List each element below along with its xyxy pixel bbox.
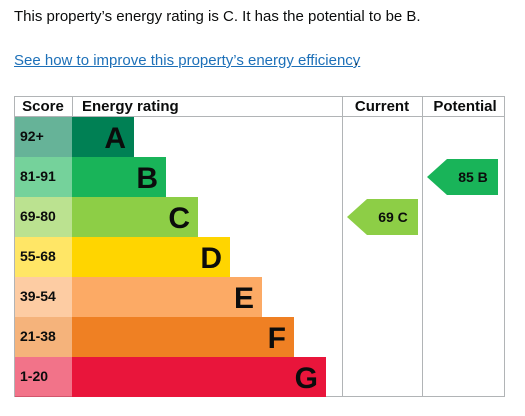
band-letter: G [295, 362, 318, 395]
band-bar [72, 157, 166, 197]
band-a: 92+ A [15, 117, 134, 157]
band-letter: B [136, 162, 158, 195]
band-letter: D [200, 242, 222, 275]
band-letter: C [168, 202, 190, 235]
band-bar [72, 317, 294, 357]
link-suffix: . [354, 52, 359, 69]
band-score-cell [15, 357, 73, 397]
energy-rating-summary: This property’s energy rating is C. It h… [14, 8, 421, 25]
band-g: 1-20 G [15, 357, 326, 397]
band-e: 39-54 E [15, 277, 262, 317]
rating-indicators: 69 C 85 B [347, 159, 498, 235]
header-energy-rating: Energy rating [82, 98, 179, 115]
band-letter: F [268, 322, 286, 355]
band-score-cell [15, 197, 73, 237]
potential-rating-indicator: 85 B [427, 159, 498, 195]
current-rating-indicator: 69 C [347, 199, 418, 235]
band-score-label: 21-38 [20, 328, 56, 344]
improve-energy-efficiency-link[interactable]: See how to improve this property’s energ… [14, 52, 361, 69]
band-score-cell [15, 117, 73, 157]
band-c: 69-80 C [15, 197, 198, 237]
header-score: Score [22, 98, 64, 115]
band-score-cell [15, 277, 73, 317]
band-bar [72, 117, 134, 157]
rating-arrow [347, 199, 418, 235]
rating-arrow-label: 85 B [458, 169, 488, 185]
band-letter: E [234, 282, 254, 315]
chart-headers: Score Energy rating Current Potential [22, 98, 497, 115]
band-score-cell [15, 157, 73, 197]
rating-bands: 92+ A 81-91 B 69-80 C 55-68 D 39-54 E 21-38 F 1-20 G [15, 117, 326, 397]
band-score-label: 92+ [20, 128, 44, 144]
band-bar [72, 277, 262, 317]
band-score-label: 39-54 [20, 288, 56, 304]
header-current: Current [355, 98, 409, 115]
band-score-cell [15, 317, 73, 357]
header-potential: Potential [433, 98, 496, 115]
band-bar [72, 197, 198, 237]
rating-arrow-label: 69 C [378, 209, 408, 225]
band-score-label: 55-68 [20, 248, 56, 264]
band-score-label: 1-20 [20, 368, 48, 384]
rating-arrow [427, 159, 498, 195]
band-score-label: 81-91 [20, 168, 56, 184]
band-score-cell [15, 237, 73, 277]
band-letter: A [104, 122, 126, 155]
band-d: 55-68 D [15, 237, 230, 277]
band-b: 81-91 B [15, 157, 166, 197]
band-score-label: 69-80 [20, 208, 56, 224]
band-bar [72, 357, 326, 397]
band-bar [72, 237, 230, 277]
band-f: 21-38 F [15, 317, 294, 357]
